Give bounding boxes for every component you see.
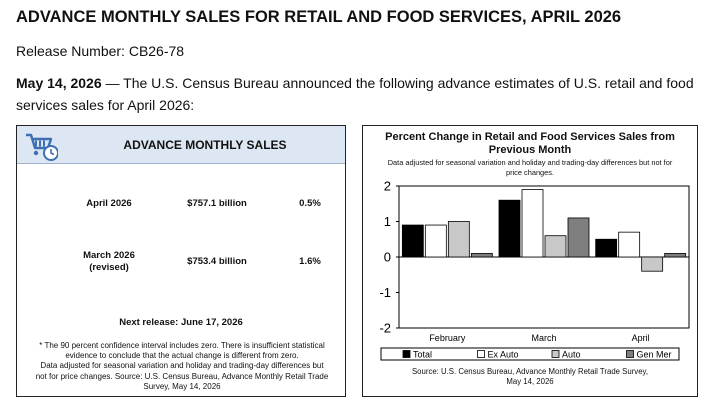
- y-tick-label: -2: [379, 321, 391, 336]
- chart-source: Source: U.S. Census Bureau, Advance Mont…: [363, 367, 697, 387]
- chart-source-line: Source: U.S. Census Bureau, Advance Mont…: [411, 367, 649, 376]
- row-label: April 2026: [86, 198, 132, 209]
- legend-swatch: [626, 350, 634, 358]
- bar-ex-auto: [424, 224, 447, 258]
- next-release-date: Next release: June 17, 2026: [119, 317, 243, 328]
- chart-subtitle-line: Data adjusted for seasonal variation and…: [387, 158, 673, 167]
- x-category-label: April: [632, 333, 650, 343]
- sales-box-title: ADVANCE MONTHLY SALES: [123, 138, 287, 152]
- footnote-line: evidence to conclude that the actual cha…: [65, 351, 299, 361]
- bar-total: [595, 238, 618, 258]
- bar-chart: 2 1 0 -1 -2 February March April Total Ex Auto Aut…: [379, 179, 690, 361]
- announcement-date: May 14, 2026: [16, 75, 102, 91]
- page-title: ADVANCE MONTHLY SALES FOR RETAIL AND FOO…: [16, 8, 622, 26]
- footnote-line: Data adjusted for seasonal variation and…: [40, 361, 324, 371]
- bar-gen-mer: [664, 253, 687, 258]
- percent-change-chart: Percent Change in Retail and Food Servic…: [362, 125, 698, 397]
- bar-total: [401, 224, 424, 258]
- y-tick-label: 2: [384, 179, 391, 194]
- legend-swatch: [551, 350, 560, 358]
- bar-auto: [544, 235, 567, 258]
- bar-gen-mer: [567, 217, 590, 258]
- footnote-line: * The 90 percent confidence interval inc…: [39, 341, 325, 350]
- sales-box-header: ADVANCE MONTHLY SALES: [17, 126, 345, 164]
- y-tick-label: 0: [384, 250, 391, 265]
- row-label-line1: March 2026: [83, 250, 135, 261]
- bar-ex-auto: [618, 231, 641, 258]
- release-number: Release Number: CB26-78: [16, 43, 185, 59]
- row-percent: 1.6%: [299, 256, 321, 267]
- chart-title: Percent Change in Retail and Food Servic…: [363, 131, 697, 157]
- shopping-cart-clock-icon: [26, 133, 58, 161]
- x-category-label: February: [429, 333, 466, 343]
- row-amount: $757.1 billion: [187, 198, 247, 209]
- legend-label: Auto: [562, 350, 581, 360]
- chart-title-line: Previous Month: [488, 144, 572, 156]
- bar-total: [498, 199, 521, 258]
- y-tick-label: 1: [384, 214, 391, 229]
- legend-box: [380, 347, 680, 361]
- row-label-line2: (revised): [89, 262, 129, 273]
- legend-swatch: [402, 350, 411, 358]
- bar-auto: [641, 256, 664, 272]
- chart-subtitle-line: price changes.: [505, 168, 555, 177]
- legend-label: Gen Mer: [637, 350, 672, 360]
- row-label: March 2026 (revised): [69, 250, 149, 274]
- footnote: * The 90 percent confidence interval inc…: [23, 341, 341, 392]
- chart-source-line: May 14, 2026: [506, 377, 554, 386]
- chart-title-line: Percent Change in Retail and Food Servic…: [385, 131, 675, 143]
- announcement-paragraph: May 14, 2026 — The U.S. Census Bureau an…: [16, 72, 696, 116]
- bar-gen-mer: [470, 253, 493, 258]
- x-category-label: March: [531, 333, 556, 343]
- chart-subtitle: Data adjusted for seasonal variation and…: [367, 158, 693, 178]
- bar-ex-auto: [521, 189, 544, 258]
- legend-label: Total: [413, 350, 432, 360]
- advance-sales-box: ADVANCE MONTHLY SALES April 2026 $757.1 …: [16, 125, 346, 397]
- footnote-line: Survey, May 14, 2026: [143, 381, 221, 391]
- footnote-line: not for price changes. Source: U.S. Cens…: [35, 371, 329, 381]
- y-tick-label: -1: [379, 285, 391, 300]
- legend-label: Ex Auto: [488, 350, 519, 360]
- legend-swatch: [477, 350, 485, 358]
- announcement-text: — The U.S. Census Bureau announced the f…: [16, 75, 694, 113]
- row-percent: 0.5%: [299, 198, 321, 209]
- row-amount: $753.4 billion: [187, 256, 247, 267]
- bar-auto: [447, 221, 470, 258]
